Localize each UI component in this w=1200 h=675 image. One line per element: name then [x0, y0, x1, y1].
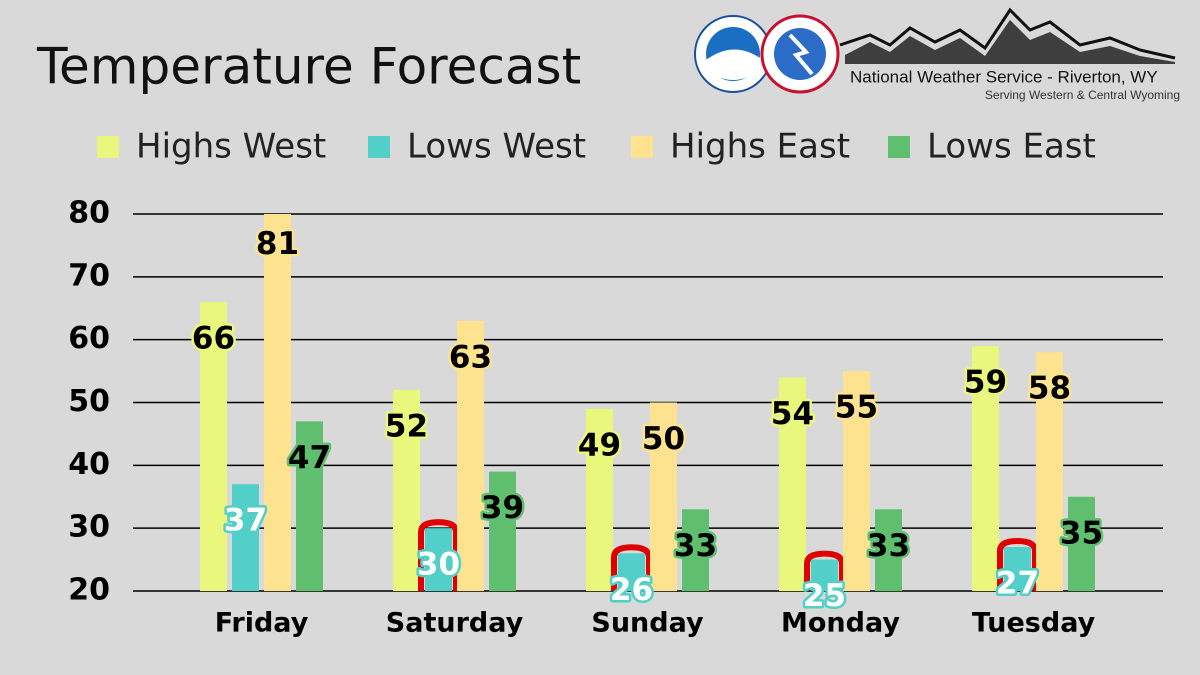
legend-swatch — [97, 136, 119, 158]
plot-area — [200, 214, 1095, 591]
y-tick-label: 50 — [68, 384, 110, 419]
data-label: 27 — [996, 566, 1039, 602]
x-tick-label: Sunday — [591, 608, 704, 639]
bar — [972, 345, 999, 591]
x-tick-label: Friday — [215, 608, 309, 639]
data-label: 49 — [578, 427, 621, 463]
data-label: 35 — [1060, 515, 1103, 551]
agency: National Weather Service - Riverton, WY — [850, 67, 1158, 86]
y-tick-label: 30 — [68, 510, 110, 545]
legend-swatch — [631, 136, 653, 158]
bar — [843, 371, 870, 591]
logos — [694, 7, 1176, 94]
data-label: 33 — [674, 528, 717, 564]
data-label: 39 — [481, 490, 524, 526]
data-label: 50 — [642, 421, 685, 457]
data-label: 59 — [964, 364, 1007, 400]
bar-outline — [997, 538, 1038, 591]
data-label: 25 — [803, 578, 846, 614]
bar-outline — [804, 550, 845, 591]
bar — [232, 484, 259, 591]
y-tick-label: 80 — [68, 196, 110, 231]
legend-label: Lows East — [927, 127, 1096, 167]
bar — [1004, 547, 1031, 591]
bar-outline — [418, 519, 459, 591]
legend-swatch — [368, 136, 390, 158]
bar — [650, 402, 677, 591]
x-tick-label: Monday — [781, 608, 900, 639]
bar — [779, 377, 806, 591]
bar — [1036, 352, 1063, 591]
legend-label: Highs East — [670, 127, 850, 167]
data-label: 33 — [867, 528, 910, 564]
x-tick-label: Tuesday — [972, 608, 1096, 639]
bar-outline — [611, 544, 652, 591]
tagline: Serving Western & Central Wyoming — [985, 88, 1180, 102]
data-label: 54 — [771, 396, 814, 432]
bar — [296, 421, 323, 591]
data-label: 66 — [192, 320, 235, 356]
bar — [200, 301, 227, 591]
bar — [393, 389, 420, 591]
chart-title: Temperature Forecast — [36, 38, 581, 96]
bar — [875, 509, 902, 591]
bar — [682, 509, 709, 591]
y-tick-label: 40 — [68, 447, 110, 482]
legend-label: Highs West — [136, 127, 326, 167]
bar — [489, 471, 516, 591]
data-label: 58 — [1028, 371, 1071, 407]
bar — [1068, 496, 1095, 591]
data-label: 81 — [256, 226, 299, 262]
data-label: 30 — [417, 547, 460, 583]
data-label: 26 — [610, 572, 653, 608]
bar — [586, 408, 613, 591]
legend-label: Lows West — [407, 127, 586, 167]
legend-swatch — [888, 136, 910, 158]
y-tick-label: 70 — [68, 258, 110, 293]
data-label: 47 — [288, 440, 331, 476]
bar — [457, 320, 484, 591]
nws-bolt — [788, 33, 814, 76]
y-tick-label: 20 — [68, 573, 110, 608]
data-label: 63 — [449, 339, 492, 375]
y-tick-label: 60 — [68, 321, 110, 356]
bar — [618, 553, 645, 591]
noaa-bird — [706, 49, 760, 80]
bar — [811, 559, 838, 591]
mountains-fill — [845, 20, 1175, 64]
data-label: 52 — [385, 408, 428, 444]
data-label: 37 — [224, 503, 267, 539]
bar — [264, 214, 291, 591]
data-label: 55 — [835, 390, 878, 426]
mountains — [839, 7, 1176, 60]
bar — [425, 528, 452, 591]
x-tick-label: Saturday — [386, 608, 524, 639]
